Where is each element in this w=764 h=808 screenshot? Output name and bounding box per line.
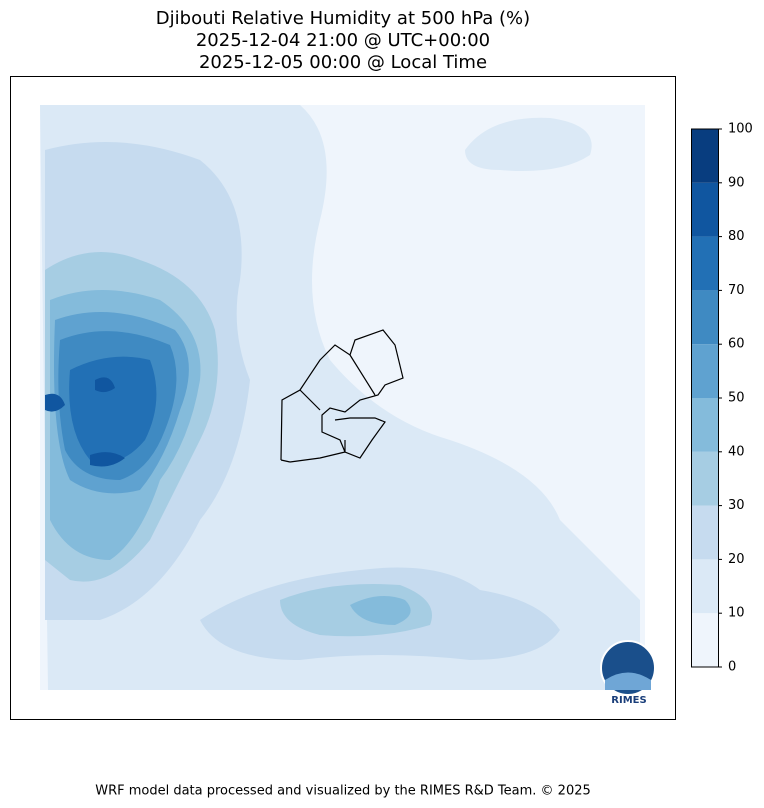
colorbar-tick-label: 0 bbox=[728, 660, 736, 675]
colorbar-tick-label: 60 bbox=[728, 337, 745, 352]
colorbar-cell bbox=[691, 236, 718, 291]
humidity-area bbox=[69, 356, 157, 463]
colorbar-tick-label: 20 bbox=[728, 552, 745, 567]
logo-text: RIMES bbox=[611, 695, 646, 706]
colorbar-cell bbox=[691, 398, 718, 452]
colorbar-cell bbox=[691, 129, 718, 183]
colorbar-tick-label: 50 bbox=[728, 391, 745, 406]
colorbar-cell bbox=[691, 505, 718, 560]
title-line: 2025-12-04 21:00 @ UTC+00:00 bbox=[196, 30, 490, 51]
footer: WRF model data processed and visualized … bbox=[95, 784, 591, 799]
colorbar-tick-label: 90 bbox=[728, 175, 745, 190]
colorbar-tick-label: 70 bbox=[728, 283, 745, 298]
logo-wave bbox=[605, 672, 651, 690]
colorbar-cell bbox=[691, 344, 718, 398]
colorbar-cell bbox=[691, 182, 718, 237]
colorbar-tick-label: 10 bbox=[728, 606, 745, 621]
humidity-area bbox=[465, 117, 592, 171]
border bbox=[280, 329, 404, 463]
colorbar-cell bbox=[691, 451, 718, 506]
colorbar-cell bbox=[691, 290, 718, 345]
colorbar-cell bbox=[691, 559, 718, 614]
colorbar-tick-label: 80 bbox=[728, 229, 745, 244]
map-frame bbox=[10, 76, 676, 720]
colorbar-tick-label: 100 bbox=[728, 122, 753, 137]
colorbar-cell bbox=[691, 613, 718, 667]
title-line: 2025-12-05 00:00 @ Local Time bbox=[199, 52, 487, 73]
colorbar: 0 10 20 30 40 50 60 70 80 90 100 bbox=[691, 122, 753, 675]
humidity-area bbox=[350, 596, 411, 625]
title-line: Djibouti Relative Humidity at 500 hPa (%… bbox=[156, 8, 530, 29]
humidity-area bbox=[45, 377, 125, 467]
colorbar-tick-label: 30 bbox=[728, 498, 745, 513]
map: RIMES bbox=[40, 105, 656, 706]
colorbar-tick-label: 40 bbox=[728, 444, 745, 459]
